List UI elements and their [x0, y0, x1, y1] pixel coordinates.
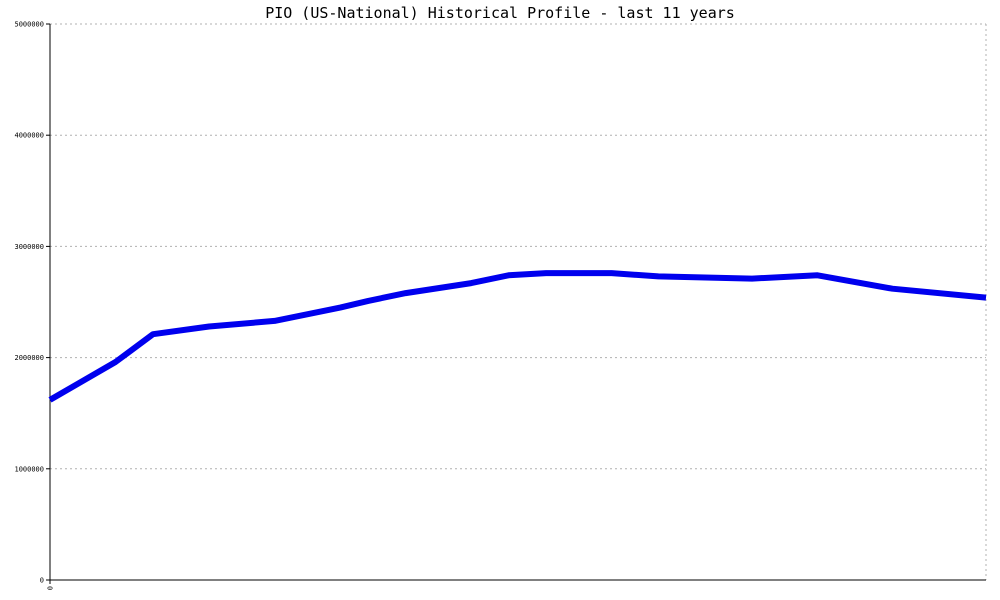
y-tick-label: 4000000 — [14, 132, 44, 140]
y-tick-label: 5000000 — [14, 21, 44, 29]
x-tick-label: 0 — [47, 586, 55, 590]
y-tick-label: 2000000 — [14, 354, 44, 362]
axes-layer — [49, 24, 986, 581]
y-tick-label: 1000000 — [14, 465, 44, 473]
series-line — [48, 270, 987, 403]
grid-layer — [50, 23, 987, 580]
y-tick-label: 0 — [40, 577, 44, 585]
y-tick-label: 3000000 — [14, 243, 44, 251]
x-tick-labels: 0 — [47, 580, 55, 590]
series-layer — [48, 270, 987, 403]
y-tick-labels: 0 1000000 2000000 3000000 4000000 5000000 — [14, 21, 50, 585]
chart-title: PIO (US-National) Historical Profile - l… — [265, 4, 735, 22]
